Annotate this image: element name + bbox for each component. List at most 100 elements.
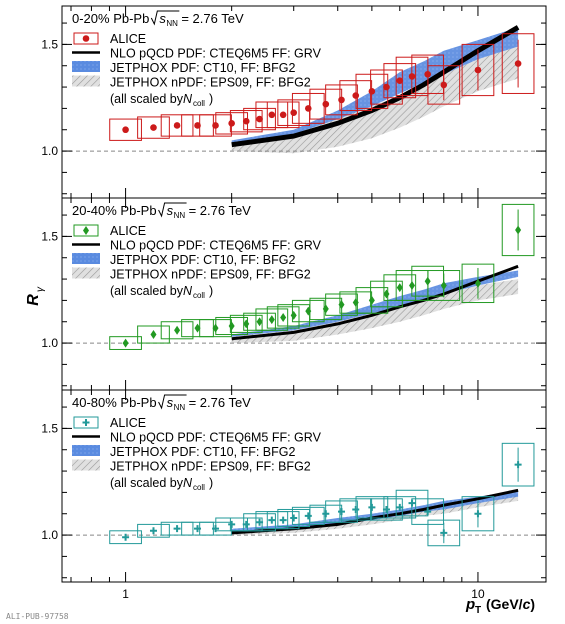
jetphox-npdf-band xyxy=(231,279,519,344)
legend-scaled-label: (all scaled by xyxy=(110,284,184,298)
legend-npdf-label: JETPHOX nPDF: EPS09, FF: BFG2 xyxy=(110,76,311,90)
sys-box xyxy=(427,270,461,301)
jetphox-band xyxy=(231,27,519,143)
legend-jetphox-swatch xyxy=(72,445,100,456)
data-point xyxy=(304,105,312,112)
y-tick-label: 1.5 xyxy=(41,37,58,51)
data-point xyxy=(150,124,157,131)
legend-npdf-swatch xyxy=(72,459,100,471)
sys-box xyxy=(137,116,170,139)
sys-box xyxy=(160,321,194,340)
sys-box xyxy=(243,513,276,532)
data-point xyxy=(243,319,250,329)
x-axis-units-close: ) xyxy=(530,596,535,612)
legend-alice-label: ALICE xyxy=(110,224,146,238)
legend-ncoll-subscript: coll xyxy=(193,483,205,492)
sys-box xyxy=(370,69,403,105)
y-axis-label-main: R xyxy=(25,294,42,306)
data-point xyxy=(83,226,89,235)
data-point xyxy=(194,323,201,333)
sys-box xyxy=(109,118,142,141)
sys-box xyxy=(243,107,276,131)
legend-nlo-label: NLO pQCD PDF: CTEQ6M5 FF: GRV xyxy=(110,431,322,445)
sys-box xyxy=(266,101,300,129)
sys-box xyxy=(229,314,263,333)
data-point xyxy=(82,419,90,426)
panel-title-system: 40-80% Pb-Pb xyxy=(72,395,157,410)
sys-box xyxy=(291,506,325,525)
sys-box xyxy=(266,306,300,329)
panel-title-energy: = 2.76 TeV xyxy=(189,395,252,410)
legend-alice-label: ALICE xyxy=(110,416,146,430)
sys-box xyxy=(255,308,289,331)
data-point xyxy=(383,83,390,91)
sys-box xyxy=(325,293,358,316)
plot-area xyxy=(62,390,546,582)
data-point xyxy=(290,109,298,116)
data-point xyxy=(174,325,181,335)
sqrt-sign-icon xyxy=(150,10,180,26)
legend-scaled-close: ) xyxy=(209,92,213,106)
sys-box xyxy=(160,114,194,137)
data-point xyxy=(242,117,250,125)
legend-npdf-label: JETPHOX nPDF: EPS09, FF: BFG2 xyxy=(110,460,311,474)
x-tick-label: 1 xyxy=(122,587,129,601)
data-point xyxy=(280,312,287,322)
sys-box xyxy=(325,500,358,523)
sys-box xyxy=(137,325,170,344)
data-point xyxy=(150,330,157,340)
data-point xyxy=(338,508,346,516)
data-point xyxy=(268,111,276,119)
sys-box xyxy=(461,496,495,532)
data-point xyxy=(268,315,275,325)
legend-alice-box xyxy=(73,32,99,45)
data-point xyxy=(228,520,236,528)
legend-scaled-label: (all scaled by xyxy=(110,92,184,106)
data-point xyxy=(440,81,448,89)
x-axis-label-sub: T xyxy=(475,605,481,616)
sys-box xyxy=(160,521,194,536)
legend-jetphox-swatch xyxy=(72,253,100,264)
x-tick-label: 10 xyxy=(471,587,485,601)
sys-box xyxy=(266,511,300,530)
data-point xyxy=(256,518,264,526)
legend-npdf-label: JETPHOX nPDF: EPS09, FF: BFG2 xyxy=(110,268,311,282)
sys-box xyxy=(370,498,403,521)
plot-area xyxy=(62,6,546,198)
legend-ncoll-symbol: N xyxy=(183,284,193,298)
data-point xyxy=(173,525,181,533)
sqrt-s-subscript: NN xyxy=(174,211,186,220)
panel-title-energy: = 2.76 TeV xyxy=(189,203,252,218)
x-axis-units-c: c xyxy=(523,596,531,612)
sys-box xyxy=(137,523,170,538)
sqrt-s-subscript: NN xyxy=(166,19,178,28)
sqrt-sign-icon xyxy=(158,202,187,218)
legend-jetphox-label: JETPHOX PDF: CT10, FF: BFG2 xyxy=(110,445,295,459)
sys-box xyxy=(370,280,403,308)
data-point xyxy=(440,280,447,290)
legend-scaled-label: (all scaled by xyxy=(110,476,184,490)
x-axis-label-main: p xyxy=(465,596,475,613)
sys-box xyxy=(427,65,461,105)
data-point xyxy=(122,126,129,134)
data-point xyxy=(122,533,130,541)
x-axis-units: (GeV/ xyxy=(486,596,523,612)
data-point xyxy=(474,278,481,288)
legend-nlo-label: NLO pQCD PDF: CTEQ6M5 FF: GRV xyxy=(110,239,322,253)
legend-ncoll-symbol: N xyxy=(183,92,193,106)
panel-frame xyxy=(61,389,547,583)
data-point xyxy=(514,461,522,469)
x-axis-title: p T (GeV/c) xyxy=(465,596,535,616)
sys-box xyxy=(501,442,535,487)
y-axis-label-sub: γ xyxy=(35,286,46,292)
sqrt-sign-icon xyxy=(158,394,187,410)
data-point xyxy=(338,96,345,104)
data-point xyxy=(368,503,376,511)
data-point xyxy=(383,289,390,299)
data-point xyxy=(424,508,432,516)
legend-jetphox-label: JETPHOX PDF: CT10, FF: BFG2 xyxy=(110,61,295,75)
sys-box xyxy=(355,73,389,109)
